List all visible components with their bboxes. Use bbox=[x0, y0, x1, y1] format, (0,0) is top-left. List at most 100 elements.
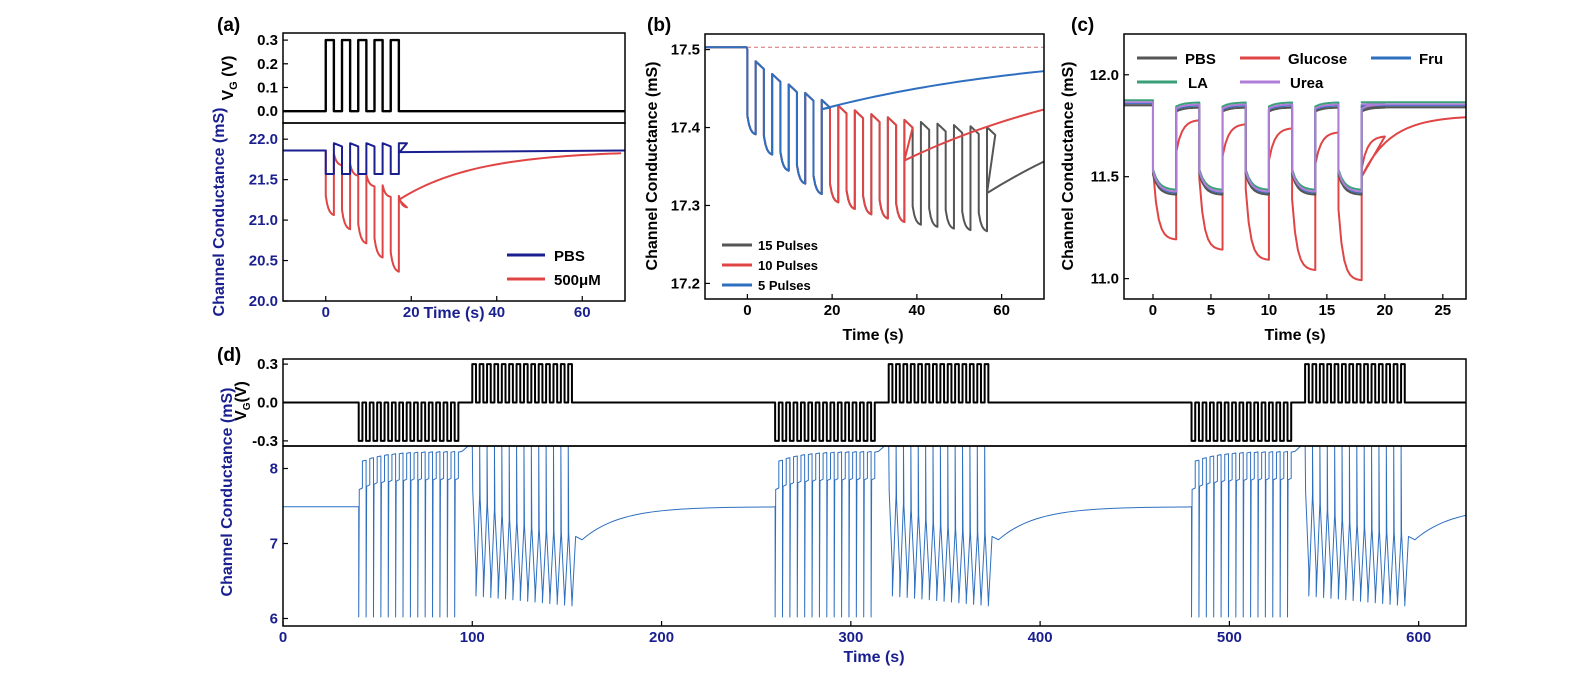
d-top-y-tick-label-0.3: 0.3 bbox=[257, 356, 278, 373]
panel-b-ticks: 17.2 17.3 17.4 17.5 0 20 40 60 bbox=[671, 42, 1010, 319]
d-x-tick-label-400: 400 bbox=[1028, 629, 1053, 646]
legend-label-glucose: Glucose bbox=[1288, 51, 1347, 68]
legend-label-15-pulses: 15 Pulses bbox=[758, 238, 818, 253]
a-top-y-tick-label-0.0: 0.0 bbox=[257, 103, 278, 120]
d-top-y-tick-label-0.0: 0.0 bbox=[257, 395, 278, 412]
d-x-tick-label-500: 500 bbox=[1217, 629, 1242, 646]
d-bot-y-tick-label-6: 6 bbox=[270, 611, 278, 628]
panel-a-legend: PBS 500μM bbox=[507, 248, 601, 289]
c-y-tick-label-11.5: 11.5 bbox=[1091, 169, 1119, 186]
d-x-tick-label-600: 600 bbox=[1406, 629, 1431, 646]
series-500um-line bbox=[283, 149, 622, 273]
panel-d-top-y-ticks: 0.3 0.0 -0.3 bbox=[252, 356, 288, 450]
panel-c-legend: PBS Glucose Fru LA Urea bbox=[1137, 51, 1443, 92]
a-bot-y-tick-label-21.5: 21.5 bbox=[249, 172, 278, 189]
gate-pulse-trace bbox=[283, 38, 625, 113]
c-x-tick-label-10: 10 bbox=[1261, 302, 1278, 319]
c-y-tick-label-11.0: 11.0 bbox=[1091, 271, 1119, 288]
gate-pulse-train-trace bbox=[283, 363, 1466, 442]
panel-b-frame bbox=[704, 33, 1045, 300]
d-bot-y-tick-label-8: 8 bbox=[270, 461, 278, 478]
a-x-tick-label-60: 60 bbox=[574, 304, 591, 321]
c-x-tick-label-25: 25 bbox=[1434, 302, 1451, 319]
b-x-tick-label-60: 60 bbox=[993, 302, 1010, 319]
panel-c-xlabel: Time (s) bbox=[1264, 327, 1325, 344]
panel-a-gate-voltage-plot bbox=[283, 38, 625, 113]
c-x-tick-label-15: 15 bbox=[1319, 302, 1336, 319]
d-x-tick-label-200: 200 bbox=[649, 629, 674, 646]
b-y-tick-label-17.2: 17.2 bbox=[671, 275, 700, 292]
a-x-tick-label-0: 0 bbox=[322, 304, 330, 321]
b-y-tick-label-17.3: 17.3 bbox=[671, 197, 700, 214]
b-y-tick-label-17.5: 17.5 bbox=[671, 42, 700, 59]
a-bot-y-tick-label-21.0: 21.0 bbox=[249, 212, 278, 229]
panel-a: 0.0 0.1 0.2 0.3 20.0 20.5 21.0 21.5 22.0 0 20 40 6… bbox=[211, 32, 626, 322]
vg-unit: (V) bbox=[220, 55, 237, 81]
a-x-tick-label-40: 40 bbox=[488, 304, 505, 321]
vg-unit-d: (V) bbox=[233, 381, 250, 402]
series-pbs-line bbox=[283, 142, 625, 175]
vg-symbol-d: V bbox=[233, 410, 250, 421]
conductance-trace bbox=[283, 446, 1466, 618]
panel-label-c: (c) bbox=[1071, 15, 1094, 36]
panel-b: 17.2 17.3 17.4 17.5 0 20 40 60 Time (s) Channel… bbox=[644, 33, 1045, 344]
a-bot-y-tick-label-20.5: 20.5 bbox=[249, 253, 278, 270]
panel-c-frame bbox=[1123, 33, 1467, 300]
b-x-tick-label-20: 20 bbox=[824, 302, 841, 319]
a-x-tick-label-20: 20 bbox=[403, 304, 420, 321]
panel-a-bottom-frame bbox=[282, 122, 626, 302]
panel-d-bottom-ylabel: Channel Conductance (mS) bbox=[219, 388, 236, 597]
a-top-y-tick-label-0.2: 0.2 bbox=[257, 56, 278, 73]
d-x-tick-label-300: 300 bbox=[838, 629, 863, 646]
d-bot-y-tick-label-7: 7 bbox=[270, 536, 278, 553]
panel-label-d: (d) bbox=[217, 345, 241, 366]
panel-a-top-ylabel: VG (V) bbox=[220, 55, 240, 100]
legend-label-pbs: PBS bbox=[554, 248, 585, 265]
panel-c-ticks: 11.0 11.5 12.0 0 5 10 15 20 25 bbox=[1090, 67, 1451, 319]
panel-b-xlabel: Time (s) bbox=[842, 327, 903, 344]
panel-a-bottom-y-ticks: 20.0 20.5 21.0 21.5 22.0 bbox=[249, 131, 288, 310]
panel-d-conductance-plot bbox=[283, 446, 1466, 618]
vg-subscript: G bbox=[228, 81, 240, 90]
panel-a-x-ticks: 0 20 40 60 bbox=[322, 296, 591, 321]
c-x-tick-label-5: 5 bbox=[1207, 302, 1215, 319]
panel-d-bottom-y-ticks: 6 7 8 bbox=[270, 461, 288, 628]
panel-a-bottom-ylabel: Channel Conductance (mS) bbox=[211, 108, 228, 317]
legend-label-urea: Urea bbox=[1290, 75, 1324, 92]
panel-c: 11.0 11.5 12.0 0 5 10 15 20 25 Time (s) Channel … bbox=[1060, 33, 1467, 344]
panel-d: 0.3 0.0 -0.3 6 7 8 0 100 200 300 400 500 600 Time … bbox=[219, 356, 1467, 666]
legend-label-fru: Fru bbox=[1419, 51, 1443, 68]
series-5-pulses-line bbox=[705, 46, 1044, 196]
panel-label-b: (b) bbox=[647, 15, 671, 36]
panel-b-ylabel: Channel Conductance (mS) bbox=[644, 62, 661, 271]
a-bot-y-tick-label-20.0: 20.0 bbox=[249, 293, 278, 310]
panel-a-conductance-plot bbox=[283, 142, 625, 273]
d-top-y-tick-label--0.3: -0.3 bbox=[252, 433, 278, 450]
panel-d-top-ylabel: VG(V) bbox=[233, 381, 253, 421]
panel-c-ylabel: Channel Conductance (mS) bbox=[1060, 62, 1077, 271]
a-top-y-tick-label-0.1: 0.1 bbox=[257, 79, 278, 96]
panel-b-legend: 15 Pulses 10 Pulses 5 Pulses bbox=[722, 238, 818, 293]
panel-d-gate-voltage-plot bbox=[283, 363, 1466, 442]
d-x-tick-label-0: 0 bbox=[279, 629, 287, 646]
a-bot-y-tick-label-22.0: 22.0 bbox=[249, 131, 278, 148]
b-x-tick-label-0: 0 bbox=[743, 302, 751, 319]
legend-label-pbs-c: PBS bbox=[1185, 51, 1216, 68]
panel-a-top-y-ticks: 0.0 0.1 0.2 0.3 bbox=[257, 32, 288, 120]
panel-d-x-ticks: 0 100 200 300 400 500 600 bbox=[279, 621, 1431, 646]
vg-subscript-d: G bbox=[242, 402, 253, 410]
panel-c-plot bbox=[1124, 99, 1466, 282]
c-x-tick-label-0: 0 bbox=[1149, 302, 1157, 319]
d-x-tick-label-100: 100 bbox=[460, 629, 485, 646]
panel-d-bottom-frame bbox=[282, 445, 1467, 627]
legend-label-10-pulses: 10 Pulses bbox=[758, 258, 818, 273]
vg-symbol: V bbox=[220, 90, 237, 101]
c-x-tick-label-20: 20 bbox=[1377, 302, 1394, 319]
series-urea-line bbox=[1124, 101, 1466, 193]
legend-label-la: LA bbox=[1188, 75, 1208, 92]
c-y-tick-label-12.0: 12.0 bbox=[1090, 67, 1119, 84]
panel-d-xlabel: Time (s) bbox=[843, 649, 904, 666]
b-y-tick-label-17.4: 17.4 bbox=[671, 120, 701, 137]
a-top-y-tick-label-0.3: 0.3 bbox=[257, 32, 278, 49]
